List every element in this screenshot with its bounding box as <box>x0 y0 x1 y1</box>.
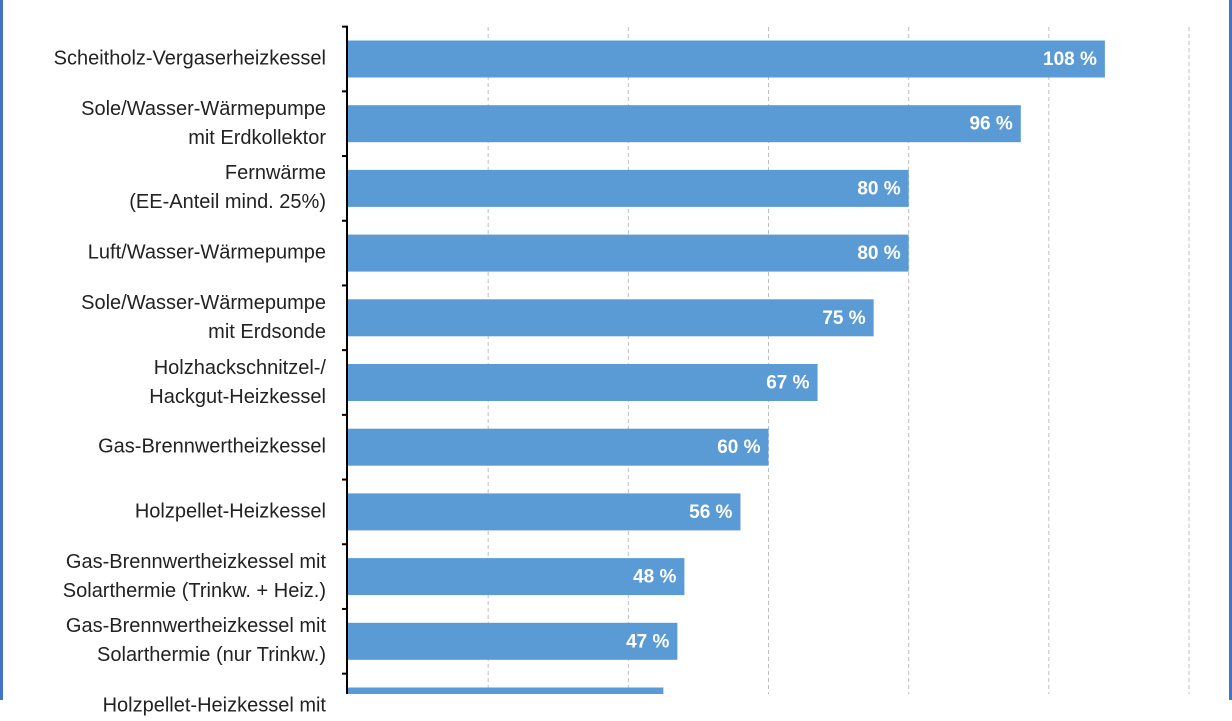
bar <box>348 364 818 401</box>
bar <box>348 428 769 466</box>
value-label: 48 % <box>633 567 676 588</box>
bar <box>348 105 1021 143</box>
category-label: Holzpellet-Heizkessel mit <box>102 694 326 717</box>
bar <box>348 687 664 694</box>
bar <box>348 622 678 660</box>
bar <box>348 493 741 531</box>
bar <box>348 558 685 596</box>
value-label: 108 % <box>1043 49 1097 70</box>
value-label: 60 % <box>717 437 760 458</box>
bar <box>348 234 909 272</box>
category-label: Gas-Brennwertheizkessel mit Solarthermie… <box>62 550 326 602</box>
category-label: Gas-Brennwertheizkessel <box>98 435 326 458</box>
value-label: 80 % <box>857 178 900 199</box>
category-label: Holzpellet-Heizkessel <box>134 500 326 523</box>
value-label: 75 % <box>822 308 865 329</box>
category-label: Sole/Wasser-Wärmepumpe mit Erdkollektor <box>81 97 326 149</box>
category-label: Holzhackschnitzel-/ Hackgut-Heizkessel <box>149 356 326 408</box>
category-label: Sole/Wasser-Wärmepumpe mit Erdsonde <box>81 291 326 343</box>
value-label: 47 % <box>626 631 669 652</box>
bar <box>348 169 909 207</box>
frame <box>0 0 1232 700</box>
bar <box>348 40 1105 78</box>
value-label: 96 % <box>969 114 1012 135</box>
category-label: Gas-Brennwertheizkessel mit Solarthermie… <box>65 615 326 667</box>
value-label: 56 % <box>689 502 732 523</box>
bar <box>348 299 874 337</box>
category-label: Scheitholz-Vergaserheizkessel <box>53 47 326 70</box>
value-label: 80 % <box>857 243 900 264</box>
value-label: 67 % <box>766 373 809 394</box>
chart: 108 % 96 % 80 % 80 % 75 % 67 % 60 % 56 % 48 % 47 … <box>342 25 1190 694</box>
category-label: Luft/Wasser-Wärmepumpe <box>87 241 326 264</box>
category-label: Fernwärme (EE-Anteil mind. 25%) <box>129 162 326 214</box>
